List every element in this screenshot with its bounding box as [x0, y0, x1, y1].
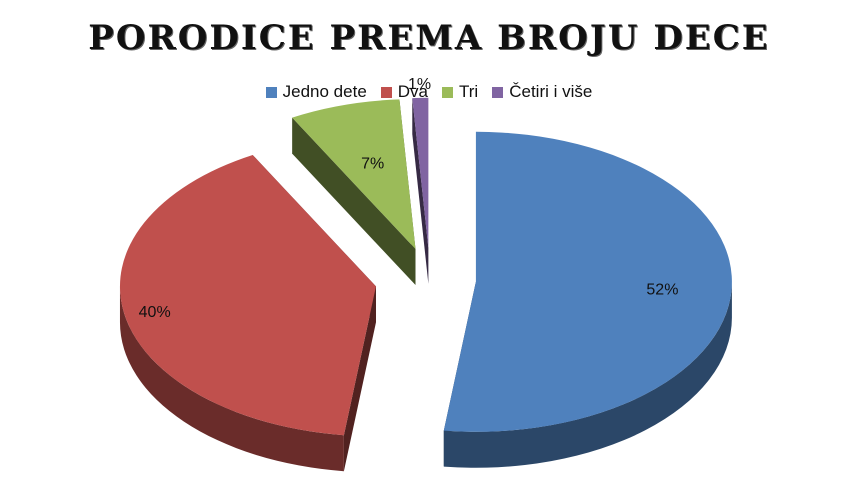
legend-label: Četiri i više	[509, 82, 593, 101]
pie-slice-četiri-i-više	[412, 97, 429, 248]
pie-labels: 52% 40% 7% 1%	[139, 76, 679, 321]
data-label: 40%	[139, 304, 171, 321]
pie-slice-wall	[343, 286, 376, 472]
legend-label: Tri	[459, 82, 479, 101]
legend-item-cetiri-i-vise: Četiri i više	[492, 82, 592, 102]
pie-slice-wall	[292, 117, 416, 286]
legend-item-tri: Tri	[442, 82, 478, 102]
legend-swatch	[492, 86, 504, 98]
data-label: 52%	[646, 282, 678, 299]
pie-slice-wall	[412, 98, 429, 284]
chart-title: PORODICE PREMA BROJU DECE	[88, 18, 770, 58]
pie-slice-side	[443, 281, 732, 468]
legend-item-jedno-dete: Jedno dete	[265, 82, 367, 102]
legend-swatch	[380, 86, 392, 98]
legend-swatch	[265, 86, 277, 98]
pie-slice-dva	[119, 154, 376, 436]
pie-tops	[119, 97, 732, 436]
pie-slice-tri	[292, 99, 416, 250]
legend-item-dva: Dva	[380, 82, 429, 102]
legend: Jedno dete Dva Tri Četiri i više	[0, 82, 858, 102]
legend-label: Jedno dete	[282, 82, 367, 101]
legend-swatch	[442, 86, 454, 98]
legend-label: Dva	[397, 82, 429, 101]
data-label: 7%	[361, 156, 384, 173]
pie-slice-side	[119, 286, 344, 472]
data-label: 1%	[408, 76, 431, 93]
pie-slice-jedno-dete	[443, 131, 732, 432]
